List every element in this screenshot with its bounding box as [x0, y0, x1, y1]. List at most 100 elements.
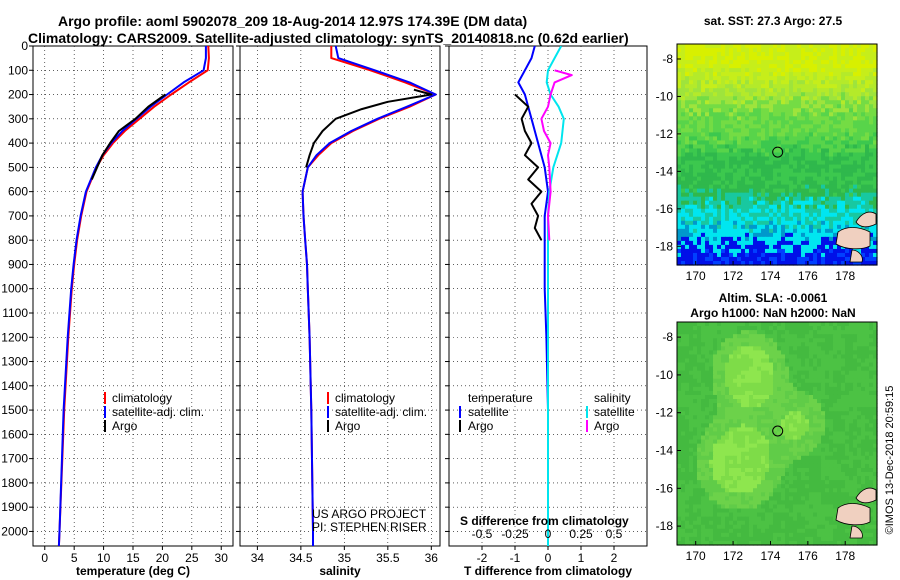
map-cell — [713, 334, 718, 339]
map-cell — [681, 152, 686, 158]
map-cell — [817, 164, 822, 170]
map-cell — [741, 330, 746, 335]
map-cell — [785, 132, 790, 138]
map-cell — [797, 80, 802, 85]
map-cell — [805, 76, 810, 81]
map-cell — [865, 350, 870, 356]
map-cell — [785, 180, 790, 186]
map-cell — [685, 447, 690, 453]
map-cell — [785, 342, 790, 347]
depth-tick-label: 1700 — [1, 452, 28, 466]
map-cell — [873, 76, 878, 81]
island-shape — [849, 249, 863, 263]
map-cell — [817, 72, 822, 77]
map-cell — [725, 220, 730, 226]
map-cell — [737, 48, 742, 53]
map-cell — [713, 228, 718, 234]
map-cell — [733, 342, 738, 347]
map-cell — [701, 132, 706, 138]
map-cell — [761, 354, 766, 360]
map-cell — [769, 48, 774, 53]
depth-tick-label: 900 — [8, 257, 28, 271]
map-cell — [781, 228, 786, 234]
map-cell — [737, 455, 742, 461]
map-cell — [761, 326, 766, 331]
map-cell — [753, 128, 758, 133]
map-cell — [761, 216, 766, 222]
map-cell — [741, 394, 746, 400]
map-cell — [833, 88, 838, 93]
map-cell — [773, 399, 778, 404]
map-cell — [865, 92, 870, 97]
map-cell — [861, 168, 866, 174]
map-cell — [797, 152, 802, 158]
map-cell — [793, 176, 798, 182]
map-cell — [813, 156, 818, 162]
map-cell — [781, 60, 786, 65]
map-cell — [677, 439, 682, 445]
map-cell — [749, 224, 754, 230]
map-cell — [761, 128, 766, 133]
map-cell — [705, 224, 710, 230]
map-cell — [677, 394, 682, 400]
map-cell — [773, 140, 778, 146]
map-cell — [845, 56, 850, 61]
map-cell — [761, 427, 766, 433]
map-cell — [833, 80, 838, 85]
map-cell — [689, 366, 694, 372]
map-cell — [833, 72, 838, 77]
map-cell — [677, 256, 682, 262]
map-cell — [861, 326, 866, 331]
map-cell — [677, 208, 682, 214]
map-cell — [845, 423, 850, 429]
map-cell — [717, 92, 722, 97]
map-cell — [837, 84, 842, 89]
map-cell — [777, 390, 782, 396]
map-cell — [721, 84, 726, 89]
map-cell — [797, 378, 802, 384]
map-cell — [817, 96, 822, 101]
legend-temperature-header: temperature — [468, 391, 533, 405]
map-cell — [801, 76, 806, 81]
map-cell — [813, 192, 818, 198]
map-cell — [829, 346, 834, 351]
map-cell — [793, 378, 798, 384]
map-cell — [861, 350, 866, 356]
map-cell — [789, 386, 794, 392]
map-cell — [821, 128, 826, 133]
map-cell — [825, 140, 830, 146]
map-cell — [757, 96, 762, 101]
map-cell — [733, 431, 738, 437]
map-cell — [705, 76, 710, 81]
map-cell — [853, 152, 858, 158]
map-cell — [745, 390, 750, 396]
map-cell — [745, 208, 750, 214]
map-cell — [873, 334, 878, 339]
map-cell — [725, 476, 730, 481]
map-cell — [729, 76, 734, 81]
map-cell — [709, 459, 714, 465]
map-cell — [741, 188, 746, 194]
map-cell — [677, 80, 682, 85]
map-cell — [841, 72, 846, 77]
map-cell — [685, 76, 690, 81]
map-cell — [689, 370, 694, 376]
map-cell — [781, 252, 786, 258]
map-cell — [805, 184, 810, 190]
map-cell — [741, 459, 746, 465]
map-cell — [729, 148, 734, 154]
map-cell — [689, 96, 694, 101]
map-cell — [697, 96, 702, 101]
map-cell — [781, 472, 786, 477]
map-cell — [849, 164, 854, 170]
map-cell — [825, 463, 830, 469]
map-cell — [693, 120, 698, 125]
map-cell — [785, 212, 790, 218]
map-cell — [701, 459, 706, 465]
map-cell — [869, 354, 874, 360]
map-cell — [833, 144, 838, 150]
map-cell — [745, 156, 750, 162]
map-cell — [713, 472, 718, 477]
map-cell — [833, 240, 838, 246]
map-cell — [797, 330, 802, 335]
